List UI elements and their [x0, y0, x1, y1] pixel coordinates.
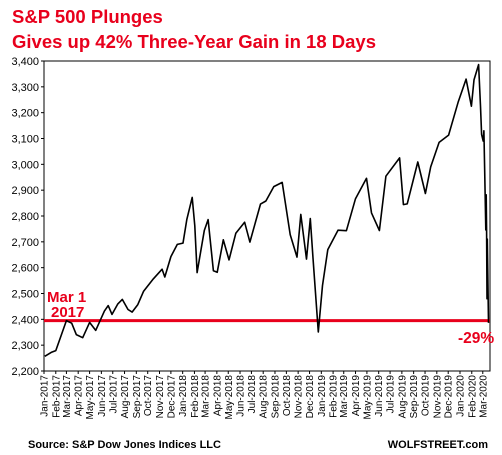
- x-tick-label: May-2017: [85, 375, 96, 420]
- y-tick-label: 2,300: [11, 340, 39, 352]
- y-tick-label: 3,200: [11, 108, 39, 120]
- x-tick-label: Jan-2018: [178, 375, 189, 417]
- chart-title: S&P 500 Plunges: [12, 6, 163, 27]
- x-tick-label: Jun-2019: [374, 375, 385, 417]
- wolfstreet-watermark: WOLFSTREET.com: [388, 439, 488, 451]
- annotation-2017-label: 2017: [51, 304, 84, 321]
- y-tick-label: 2,200: [11, 366, 39, 378]
- x-tick-label: Apr-2018: [212, 375, 223, 417]
- source-label: Source: S&P Dow Jones Indices LLC: [28, 439, 221, 451]
- x-tick-label: Dec-2017: [166, 375, 177, 419]
- x-tick-label: Oct-2018: [282, 375, 293, 417]
- x-tick-label: Sep-2018: [270, 375, 281, 419]
- annotation-mar1-label: Mar 1: [47, 289, 86, 306]
- annotation-percent-drop: -29%: [458, 330, 494, 347]
- x-tick-label: Dec-2018: [305, 375, 316, 419]
- x-tick-label: Aug-2018: [259, 375, 270, 419]
- y-axis: 2,200 2,300 2,400 2,500 2,600 2,700 2,800 2,900…: [11, 56, 44, 378]
- x-tick-label: Nov-2018: [294, 375, 305, 419]
- y-tick-label: 3,100: [11, 134, 39, 146]
- x-tick-label: Nov-2017: [155, 375, 166, 419]
- x-tick-label: Apr-2019: [351, 375, 362, 417]
- x-tick-label: May-2019: [362, 375, 373, 420]
- x-tick-label: Mar-2018: [201, 375, 212, 418]
- y-tick-label: 2,800: [11, 211, 39, 223]
- x-tick-label: Jan-2019: [317, 375, 328, 417]
- x-tick-label: Jun-2017: [97, 375, 108, 417]
- y-tick-label: 3,000: [11, 159, 39, 171]
- plot-frame: [43, 60, 491, 372]
- x-tick-label: Apr-2017: [74, 375, 85, 417]
- x-tick-label: Nov-2019: [432, 375, 443, 419]
- x-tick-label: Jul-2017: [108, 375, 119, 414]
- x-tick-label: Mar-2017: [62, 375, 73, 418]
- x-tick-label: Feb-2018: [190, 375, 201, 418]
- x-axis: Jan-2017 Feb-2017 Mar-2017 Apr-2017 May-2017…: [40, 371, 489, 420]
- y-tick-label: 2,700: [11, 237, 39, 249]
- x-tick-label: Oct-2019: [421, 375, 432, 417]
- x-tick-label: Jul-2019: [386, 375, 397, 414]
- x-tick-label: Sep-2017: [132, 375, 143, 419]
- x-tick-label: Feb-2019: [329, 375, 340, 418]
- x-tick-label: Feb-2020: [467, 375, 478, 418]
- x-tick-label: Mar-2020: [478, 375, 489, 418]
- x-tick-label: Dec-2019: [444, 375, 455, 419]
- y-tick-label: 2,400: [11, 314, 39, 326]
- x-tick-label: Jul-2018: [247, 375, 258, 414]
- x-tick-label: Jan-2017: [40, 375, 51, 417]
- y-tick-label: 2,500: [11, 289, 39, 301]
- y-tick-label: 2,900: [11, 185, 39, 197]
- x-tick-label: Jan-2020: [455, 375, 466, 417]
- y-tick-label: 2,600: [11, 263, 39, 275]
- x-tick-label: Oct-2017: [143, 375, 154, 417]
- chart-subtitle: Gives up 42% Three-Year Gain in 18 Days: [12, 31, 377, 52]
- x-tick-label: May-2018: [224, 375, 235, 420]
- x-tick-label: Jun-2018: [236, 375, 247, 417]
- x-tick-label: Aug-2017: [120, 375, 131, 419]
- x-tick-label: Feb-2017: [51, 375, 62, 418]
- x-tick-label: Sep-2019: [409, 375, 420, 419]
- y-tick-label: 3,400: [11, 56, 39, 68]
- x-tick-label: Aug-2019: [397, 375, 408, 419]
- series-line: [44, 63, 490, 357]
- y-tick-label: 3,300: [11, 82, 39, 94]
- x-tick-label: Mar-2019: [339, 375, 350, 418]
